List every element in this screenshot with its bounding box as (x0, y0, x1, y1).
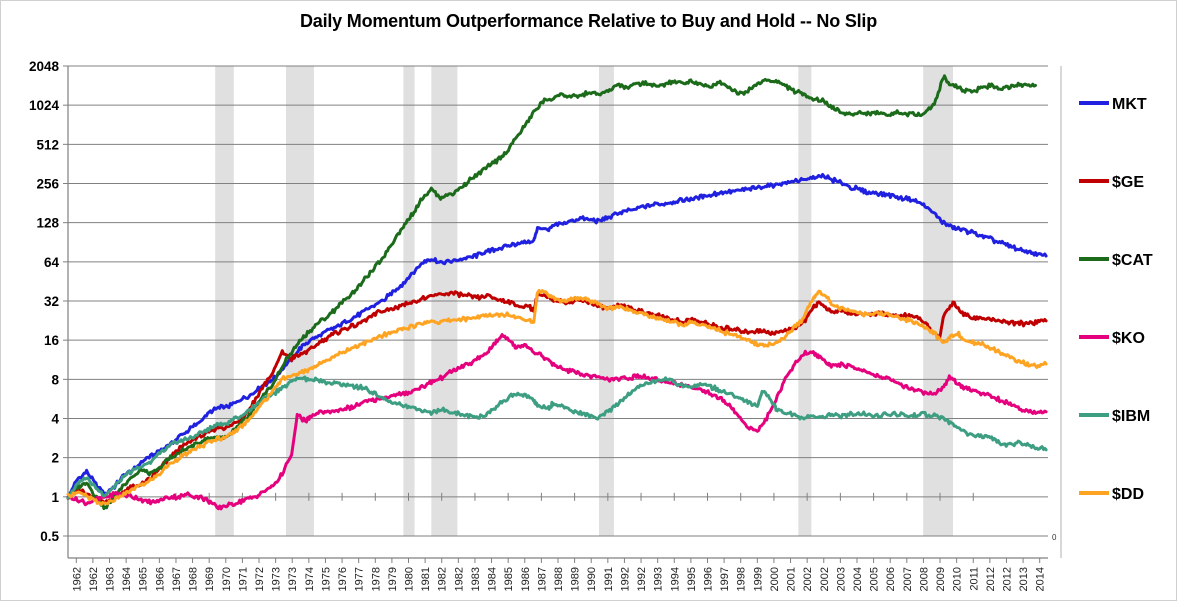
x-axis-label: 1962 (88, 567, 100, 591)
x-axis-label: 2001 (786, 567, 798, 591)
x-axis-label: 1995 (686, 567, 698, 591)
series-line-ge (66, 290, 1048, 505)
y-axis-label: 1024 (29, 98, 60, 113)
y-axis-label: 128 (36, 216, 59, 231)
y-axis-label: 256 (36, 177, 59, 192)
x-axis-label: 1992 (619, 567, 631, 591)
legend-label-cat: $CAT (1112, 252, 1153, 269)
x-axis-label: 2007 (902, 567, 914, 591)
legend-label-ko: $KO (1112, 330, 1145, 347)
series-line-mkt (66, 172, 1048, 499)
x-axis-label: 1992 (636, 567, 648, 591)
y-axis-label: 2 (51, 451, 59, 466)
x-axis-label: 1976 (337, 567, 349, 591)
x-axis-label: 1969 (204, 567, 216, 591)
x-axis-label: 1980 (404, 567, 416, 591)
corner-zero-label: 0 (1052, 533, 1057, 542)
legend-label-dd: $DD (1112, 486, 1144, 503)
x-axis-label: 1993 (653, 567, 665, 591)
x-axis-label: 1962 (71, 567, 83, 591)
x-axis-label: 2014 (1035, 567, 1047, 591)
x-axis-label: 1979 (387, 567, 399, 591)
x-axis-label: 2000 (769, 567, 781, 591)
x-axis-label: 2008 (918, 567, 930, 591)
x-axis-label: 1977 (354, 567, 366, 591)
x-axis-label: 1974 (304, 567, 316, 591)
x-axis-label: 1973 (271, 567, 283, 591)
x-axis-label: 2009 (935, 567, 947, 591)
x-axis-label: 2004 (852, 567, 864, 591)
x-axis-label: 1996 (702, 567, 714, 591)
y-axis-label: 64 (44, 255, 60, 270)
x-axis-label: 2006 (885, 567, 897, 591)
x-axis-label: 1999 (752, 567, 764, 591)
x-axis-label: 2002 (802, 567, 814, 591)
legend-label-ge: $GE (1112, 174, 1144, 191)
series-line-ibm (66, 375, 1048, 500)
x-axis-label: 1991 (603, 567, 615, 591)
x-axis-label: 2013 (1018, 567, 1030, 591)
x-axis-label: 1971 (237, 567, 249, 591)
x-axis-label: 1989 (570, 567, 582, 591)
x-axis-label: 1966 (154, 567, 166, 591)
x-axis-label: 1985 (503, 567, 515, 591)
y-axis-label: 0.5 (40, 529, 59, 544)
x-axis-label: 2011 (968, 567, 980, 591)
x-axis-label: 1990 (586, 567, 598, 591)
y-axis-label: 2048 (29, 59, 60, 74)
x-axis-label: 1972 (254, 567, 266, 591)
x-axis-label: 1978 (370, 567, 382, 591)
series-line-cat (66, 74, 1037, 511)
y-axis-label: 16 (44, 333, 60, 348)
x-axis-label: 2005 (869, 567, 881, 591)
x-axis-label: 1988 (553, 567, 565, 591)
x-axis-label: 1975 (320, 567, 332, 591)
x-axis-label: 2012 (985, 567, 997, 591)
legend-label-mkt: MKT (1112, 96, 1147, 113)
x-axis-label: 1970 (221, 567, 233, 591)
x-axis-label: 2003 (835, 567, 847, 591)
x-axis-label: 1964 (121, 567, 133, 591)
x-axis-label: 2012 (1001, 567, 1013, 591)
x-axis-label: 1965 (138, 567, 150, 591)
y-axis-label: 1 (51, 490, 59, 505)
x-axis-label: 1998 (736, 567, 748, 591)
x-axis-label: 1963 (105, 567, 117, 591)
x-axis-label: 1986 (520, 567, 532, 591)
x-axis-label: 1973 (287, 567, 299, 591)
x-axis-label: 2010 (952, 567, 964, 591)
x-axis-label: 1983 (470, 567, 482, 591)
y-axis-label: 32 (44, 294, 59, 309)
x-axis-label: 1967 (171, 567, 183, 591)
x-axis-label: 1987 (536, 567, 548, 591)
x-axis-label: 1994 (669, 567, 681, 591)
y-axis-label: 512 (36, 137, 59, 152)
x-axis-label: 1968 (188, 567, 200, 591)
y-axis-label: 4 (51, 412, 59, 427)
x-axis-label: 1982 (437, 567, 449, 591)
x-axis-label: 2002 (819, 567, 831, 591)
series-line-dd (66, 288, 1048, 507)
legend-label-ibm: $IBM (1112, 408, 1150, 425)
y-axis-label: 8 (51, 372, 59, 387)
x-axis-label: 1984 (487, 567, 499, 591)
x-axis-label: 1982 (453, 567, 465, 591)
chart-title: Daily Momentum Outperformance Relative t… (299, 11, 878, 31)
series-line-ko (66, 333, 1048, 511)
x-axis-label: 1997 (719, 567, 731, 591)
x-axis-label: 1981 (420, 567, 432, 591)
